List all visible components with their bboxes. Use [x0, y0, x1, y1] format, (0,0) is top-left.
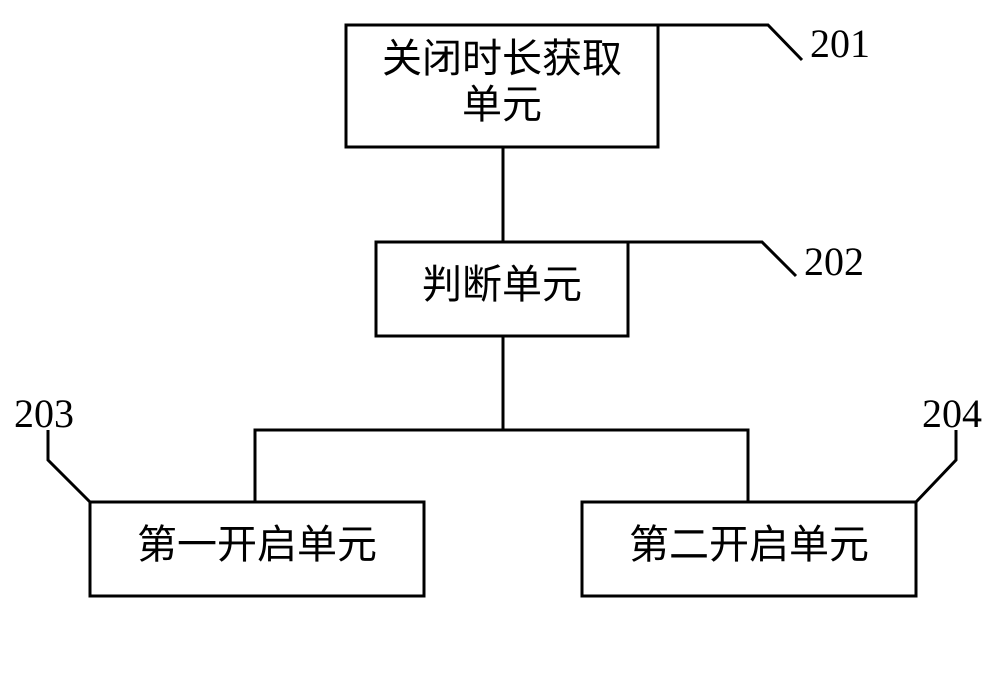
- ref-label-n203: 203: [14, 391, 74, 436]
- leader-line-n202: [628, 242, 796, 276]
- node-text-n201-line1: 单元: [462, 82, 542, 127]
- node-n202: 判断单元: [376, 242, 628, 336]
- leader-line-n204: [916, 430, 956, 502]
- edge-n202-n204: [503, 336, 748, 502]
- node-n204: 第二开启单元: [582, 502, 916, 596]
- edge-n202-n203: [255, 336, 503, 502]
- node-n203: 第一开启单元: [90, 502, 424, 596]
- flowchart-canvas: 关闭时长获取单元判断单元第一开启单元 第二开启单元 201 202 203 204: [0, 0, 1000, 673]
- node-text-n203-line0: 第一开启单元: [137, 522, 377, 567]
- node-n201: 关闭时长获取单元: [346, 25, 658, 147]
- node-text-n204-line0: 第二开启单元: [629, 522, 869, 567]
- leader-line-n203: [48, 430, 90, 502]
- leader-line-n201: [658, 25, 802, 60]
- ref-label-n204: 204: [922, 391, 982, 436]
- ref-label-n201: 201: [810, 21, 870, 66]
- node-text-n202-line0: 判断单元: [422, 262, 582, 307]
- ref-label-n202: 202: [804, 239, 864, 284]
- node-text-n201-line0: 关闭时长获取: [382, 36, 622, 81]
